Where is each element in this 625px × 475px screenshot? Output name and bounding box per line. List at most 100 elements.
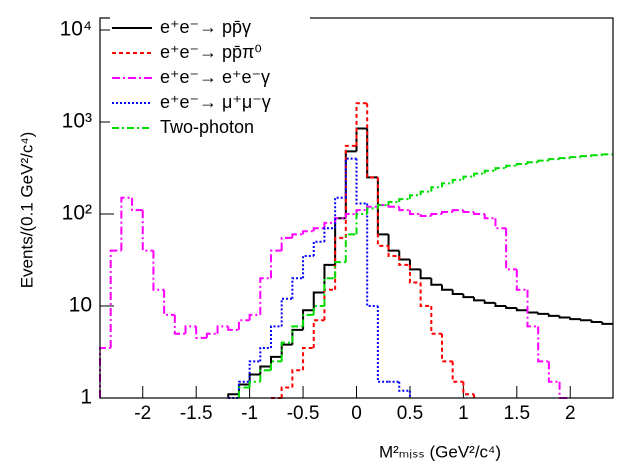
hist-bin bbox=[302, 346, 314, 371]
hist-bin bbox=[237, 386, 250, 398]
hist-bin bbox=[237, 383, 250, 395]
hist-bin bbox=[579, 155, 592, 158]
hist-bin bbox=[451, 289, 464, 296]
hist-bin bbox=[131, 197, 143, 212]
hist-bin bbox=[323, 221, 336, 229]
hist-bin bbox=[398, 198, 410, 203]
hist-bin bbox=[483, 213, 496, 220]
hist-bin bbox=[441, 284, 453, 291]
hist-bin bbox=[248, 373, 261, 385]
y-tick-label: 10 bbox=[69, 294, 92, 317]
hist-bin bbox=[312, 291, 325, 311]
hist-bin bbox=[323, 227, 336, 242]
hist-bin bbox=[334, 236, 346, 290]
hist-bin bbox=[430, 278, 442, 286]
hist-bin bbox=[473, 297, 485, 302]
legend-bg bbox=[110, 92, 310, 114]
hist-bin bbox=[291, 328, 304, 345]
hist-bin bbox=[366, 128, 378, 179]
hist-bin bbox=[280, 236, 293, 251]
hist-bin bbox=[408, 194, 421, 200]
hist-bin bbox=[280, 297, 293, 327]
hist-bin bbox=[344, 144, 357, 238]
hist-bin bbox=[270, 249, 282, 279]
legend-label: e⁺e⁻→ μ⁺μ⁻γ bbox=[160, 92, 271, 112]
hist-bin bbox=[505, 305, 517, 310]
hist-bin bbox=[280, 341, 293, 362]
hist-bin bbox=[302, 254, 314, 279]
hist-bin bbox=[291, 369, 304, 388]
hist-bin bbox=[323, 288, 336, 321]
hist-bin bbox=[451, 361, 464, 383]
hist-bin bbox=[483, 169, 496, 174]
hist-bin bbox=[259, 346, 271, 362]
hist-bin bbox=[334, 196, 346, 229]
legend-label: Two-photon bbox=[160, 117, 254, 137]
hist-bin bbox=[558, 381, 571, 399]
hist-bin bbox=[515, 308, 528, 312]
legend-bg bbox=[110, 42, 310, 64]
hist-bin bbox=[537, 326, 549, 363]
y-tick-label: 10³ bbox=[62, 110, 92, 133]
hist-bin bbox=[494, 167, 507, 171]
hist-bin bbox=[184, 325, 197, 334]
hist-bin bbox=[601, 153, 613, 156]
hist-bin bbox=[366, 207, 378, 214]
hist-bin bbox=[462, 210, 475, 214]
hist-bin bbox=[280, 386, 293, 398]
hist-bin bbox=[408, 259, 421, 271]
hist-bin bbox=[270, 360, 282, 371]
hist-bin bbox=[441, 182, 453, 188]
hist-bin bbox=[398, 255, 410, 266]
hist-bin bbox=[344, 157, 357, 198]
hist-bin bbox=[547, 361, 560, 383]
hist-bin bbox=[408, 264, 421, 284]
hist-bin bbox=[302, 230, 314, 235]
hist-bin bbox=[227, 326, 239, 331]
hist-bin bbox=[515, 269, 528, 291]
hist-bin bbox=[387, 205, 400, 208]
hist-bin bbox=[334, 217, 346, 223]
x-tick-label: 1 bbox=[458, 403, 469, 424]
hist-bin bbox=[195, 326, 207, 339]
x-tick-label: -2 bbox=[134, 403, 151, 424]
hist-bin bbox=[505, 228, 517, 271]
hist-bin bbox=[558, 315, 571, 319]
legend-label: e⁺e⁻→ pp̄γ bbox=[160, 17, 251, 37]
hist-bin bbox=[366, 203, 378, 307]
hist-bin bbox=[291, 325, 304, 343]
hist-bin bbox=[494, 302, 507, 307]
legend-bg bbox=[110, 67, 310, 89]
hist-bin bbox=[280, 343, 293, 357]
hist-bin bbox=[270, 325, 282, 348]
hist-bin bbox=[547, 158, 560, 161]
hist-bin bbox=[451, 209, 464, 213]
hist-bin bbox=[259, 365, 271, 375]
x-axis-title: M²ₘᵢₛₛ (GeV²/c⁴) bbox=[379, 442, 501, 461]
y-axis-title: Events/(0.1 GeV²/c⁴) bbox=[17, 132, 36, 289]
hist-bin bbox=[355, 158, 368, 205]
x-tick-label: 0 bbox=[351, 403, 362, 424]
hist-bin bbox=[590, 154, 603, 157]
hist-bin bbox=[387, 245, 400, 257]
hist-bin bbox=[344, 150, 357, 219]
hist-bin bbox=[270, 355, 282, 367]
hist-bin bbox=[323, 277, 336, 306]
hist-bin bbox=[569, 317, 581, 321]
hist-bin bbox=[430, 305, 442, 335]
legend-label: e⁺e⁻→ e⁺e⁻γ bbox=[160, 67, 270, 87]
hist-bin bbox=[462, 381, 475, 396]
hist-bin bbox=[334, 261, 346, 279]
plot-frame bbox=[99, 17, 614, 399]
hist-bin bbox=[109, 249, 122, 348]
hist-bin bbox=[312, 227, 325, 232]
hist-bin bbox=[173, 314, 186, 335]
hist-bin bbox=[515, 162, 528, 166]
hist-bin bbox=[141, 210, 154, 252]
hist-bin bbox=[355, 209, 368, 214]
hist-bin bbox=[291, 233, 304, 238]
hist-bin bbox=[99, 346, 111, 398]
hist-bin bbox=[579, 319, 592, 322]
x-tick-label: 0.5 bbox=[397, 403, 423, 424]
